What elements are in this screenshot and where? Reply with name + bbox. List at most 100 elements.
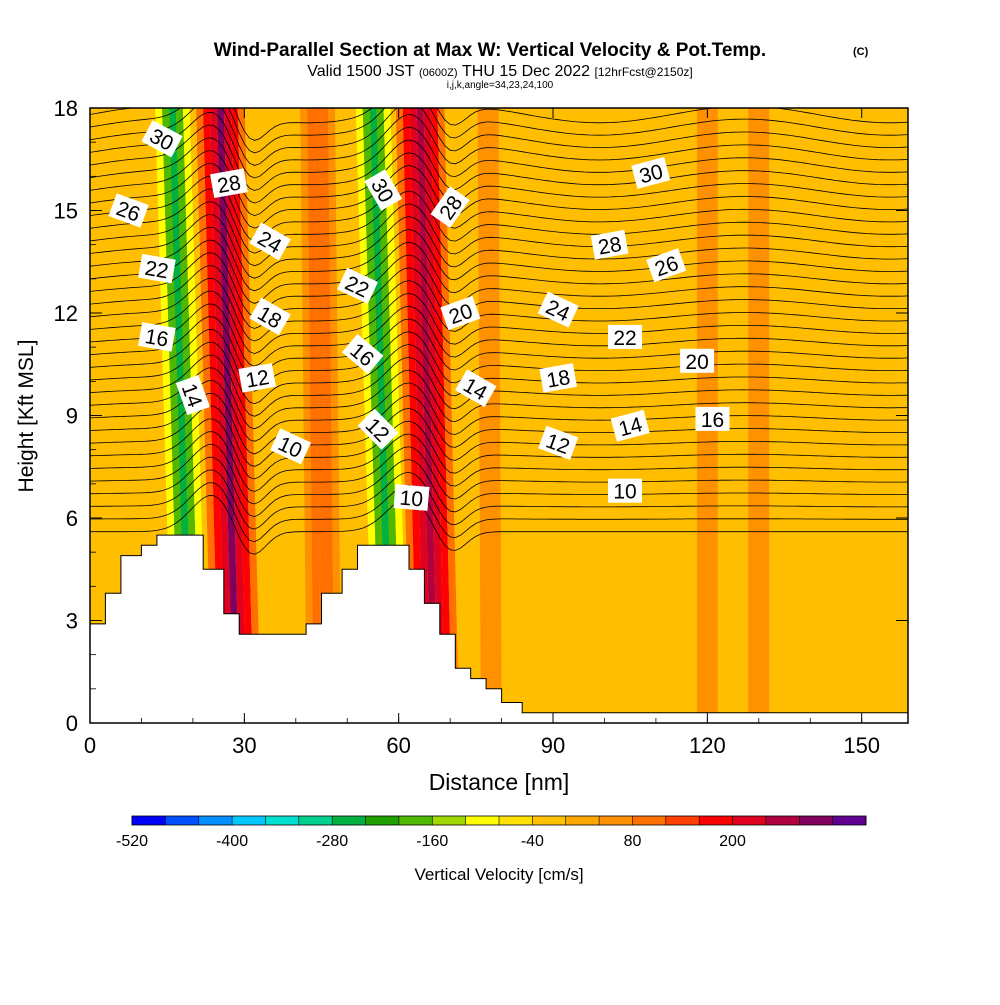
colorbar-tick-label: -400 (216, 833, 248, 850)
y-tick-label: 0 (66, 711, 78, 736)
theta-contour-line (90, 405, 908, 467)
w-band-cell (230, 108, 254, 723)
theta-contour-line (90, 111, 908, 179)
colorbar-swatch (765, 816, 800, 825)
y-tick-label: 6 (66, 506, 78, 531)
theta-contour-line (90, 137, 908, 204)
contour-label: 30 (631, 156, 671, 189)
contour-label-bg (610, 409, 650, 442)
y-axis: 0 3 6 9 12 15 18 (54, 96, 908, 736)
contour-label-bg (108, 193, 149, 228)
colorbar-swatch (365, 816, 400, 825)
theta-contour-line (90, 150, 908, 217)
contour-label-bg (238, 363, 277, 393)
contour-label: 22 (138, 253, 176, 284)
colorbar-swatch (799, 816, 834, 825)
theta-contour-line (90, 316, 908, 380)
colorbar-swatch (499, 816, 533, 825)
contour-label-bg (646, 248, 687, 283)
colorbar-swatch (298, 816, 333, 825)
contour-label-bg (357, 408, 399, 450)
contour-label: 12 (238, 363, 277, 393)
w-band-cell (328, 108, 342, 723)
theta-contour-line (90, 239, 908, 304)
contour-label-text: 28 (596, 233, 623, 260)
colorbar-tick-label: 200 (719, 833, 746, 850)
contour-label-bg (138, 322, 176, 352)
theta-contour-line (90, 188, 908, 254)
contour-label-bg (249, 222, 291, 261)
contour-label: 20 (680, 348, 715, 374)
x-axis: 0 30 60 90 120 150 (84, 108, 880, 758)
theta-contour-line (90, 303, 908, 367)
colorbar-swatch (665, 816, 700, 825)
contour-label-bg (680, 348, 715, 373)
contour-label-bg (608, 324, 642, 349)
theta-contour-line (90, 418, 908, 480)
theta-contour-line (90, 431, 908, 492)
subtitle-valid: Valid 1500 JST (307, 63, 415, 80)
theta-contour-line (90, 201, 908, 267)
colorbar-tick-label: -40 (521, 833, 544, 850)
theta-contour-line (90, 495, 908, 555)
theta-contour-line (90, 124, 908, 191)
contour-label-bg (270, 428, 312, 465)
theta-contour-line (90, 108, 908, 166)
theta-contour-line (90, 290, 908, 355)
y-tick-label: 18 (54, 96, 78, 121)
theta-contour-line (90, 108, 908, 154)
colorbar-swatch (465, 816, 500, 825)
theta-contour-line (90, 277, 908, 342)
theta-contour-line (90, 252, 908, 317)
theta-contour-line (90, 108, 908, 141)
colorbar-swatch (632, 816, 667, 825)
terrain (90, 534, 908, 723)
theta-contour-line (90, 456, 908, 518)
chart-title: Wind-Parallel Section at Max W: Vertical… (214, 40, 766, 61)
contour-label: 10 (393, 484, 430, 512)
w-band-cell (209, 108, 234, 723)
contour-label-text: 10 (399, 487, 424, 512)
colorbar-swatch (165, 816, 200, 825)
w-band-cell (491, 108, 502, 723)
y-axis-label: Height [Kft MSL] (15, 340, 38, 493)
contour-label-bg (364, 169, 403, 211)
contour-label-bg (337, 267, 378, 304)
colorbar: -520 -400 -280 -160 -40 80 200 (116, 815, 867, 850)
theta-contour-line (90, 214, 908, 279)
contour-label-bg (393, 484, 430, 511)
y-tick-label: 3 (66, 609, 78, 634)
x-tick-label: 90 (541, 733, 565, 758)
contour-label-bg (141, 120, 183, 158)
colorbar-tick-label: -280 (316, 833, 348, 850)
contour-label-bg (695, 406, 730, 431)
theta-contour-line (90, 482, 908, 543)
theta-contour-line (90, 265, 908, 329)
subtitle-forecast: [12hrFcst@2150z] (595, 65, 693, 79)
chart-subtitle-indices: i,j,k,angle=34,23,24,100 (447, 80, 554, 91)
x-tick-label: 0 (84, 733, 96, 758)
theta-contour-line (90, 367, 908, 430)
contour-label: 16 (695, 406, 730, 432)
contour-label: 22 (608, 324, 642, 350)
colorbar-swatch (532, 816, 567, 825)
colorbar-swatch (432, 816, 467, 825)
theta-contour-line (90, 444, 908, 505)
theta-contour-line (90, 380, 908, 442)
x-tick-label: 120 (689, 733, 726, 758)
colorbar-swatch (265, 816, 300, 825)
contour-labels: 3026221614282418121030221612102820142418… (108, 120, 730, 512)
w-band-cell (437, 108, 460, 723)
contour-label-text: 20 (685, 351, 708, 374)
colorbar-swatch (232, 816, 266, 825)
contour-label: 26 (646, 248, 687, 283)
contour-label-text: 22 (143, 257, 170, 284)
contour-label-bg (249, 297, 291, 336)
w-band-cell (300, 108, 314, 723)
contour-label-text: 10 (613, 481, 636, 504)
w-band-cell (423, 108, 446, 723)
y-tick-label: 15 (54, 199, 78, 224)
contour-label-bg (538, 425, 579, 460)
contour-label: 28 (210, 168, 248, 198)
